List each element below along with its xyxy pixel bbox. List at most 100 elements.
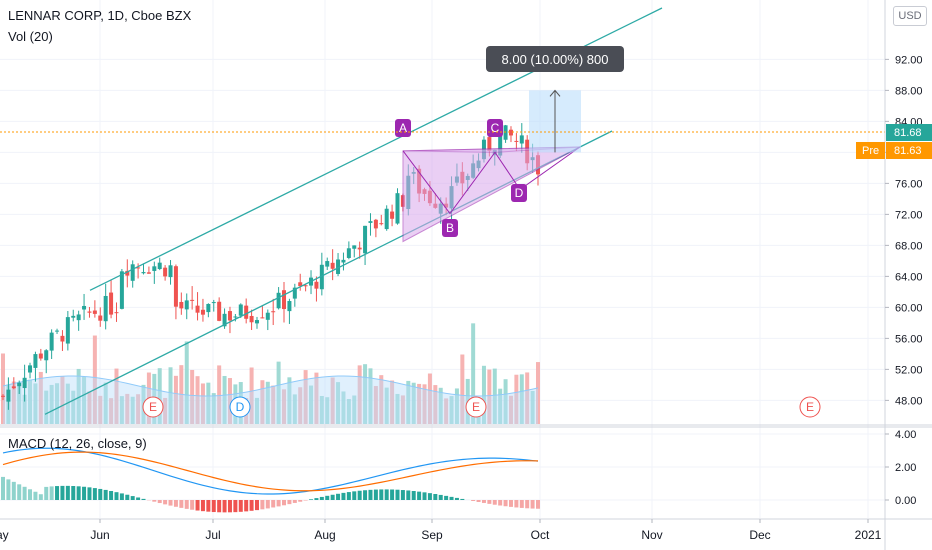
volume-bar [530,390,535,424]
candle-body [173,266,178,307]
price-tick-label: 72.00 [895,209,923,221]
macd-histogram-bar [249,500,254,511]
volume-bar [481,365,486,424]
macd-histogram-bar [481,500,486,503]
macd-histogram-bar [222,500,227,513]
volume-bar [303,370,308,424]
macd-histogram-bar [22,486,27,500]
candle-body [60,335,65,342]
macd-histogram-bar [55,486,60,500]
macd-histogram-bar [38,494,43,500]
macd-histogram-bar [179,500,184,508]
pattern-triangle [402,146,581,243]
macd-histogram-bar [352,491,357,500]
macd-histogram-bar [238,500,243,512]
volume-bar [282,389,287,424]
macd-histogram-bar [233,500,238,513]
candle-body [314,281,319,289]
macd-histogram-bar [514,500,519,508]
volume-bar [330,377,335,424]
axis-labels: 92.0088.0084.0080.0076.0072.0068.0064.00… [0,54,932,542]
candle-body [330,262,335,269]
volume-bar [173,375,178,424]
macd-histogram-bar [444,495,449,500]
candle-body [368,221,373,223]
candle-body [211,302,216,304]
candle-body [87,311,92,313]
volume-bar [76,368,81,424]
candle-body [17,382,22,387]
macd-histogram-bar [28,489,33,500]
macd-histogram-bar [157,500,162,504]
macd-histogram-bar [260,500,265,510]
volume-bar [227,378,232,424]
volume-bar [190,369,195,424]
candle-body [282,290,287,310]
volume-bar [87,391,92,424]
volume-bar [22,394,27,424]
macd-histogram-bar [519,500,524,508]
volume-bar [438,387,443,424]
macd-tick-label: 2.00 [895,462,916,474]
volume-bar [411,382,416,424]
candle-body [217,301,222,321]
x-tick-label: 2021 [855,528,882,542]
price-range-measure[interactable]: 8.00 (10.00%) 800 [0,46,885,153]
candle-body [519,135,524,144]
pattern-label-b: B [446,221,454,235]
macd-histogram-bar [487,500,492,504]
candle-body [222,313,227,327]
macd-indicator-label[interactable]: MACD (12, 26, close, 9) [8,436,147,451]
macd-histogram-bar [282,500,287,506]
volume-bar [276,361,281,424]
pattern-label-c: C [491,121,500,135]
candle-body [276,292,281,309]
volume-bar [487,369,492,424]
candle-body [44,350,49,361]
volume-bar [157,368,162,424]
currency-button[interactable]: USD [893,6,927,26]
volume-bar [33,383,38,424]
volume-bar [336,382,341,424]
candle-body [271,311,276,313]
macd-histogram-bar [390,489,395,500]
macd-histogram-bar [33,491,38,500]
volume-bar [422,384,427,424]
volume-bar [444,398,449,424]
candle-body [200,309,205,315]
candle-body [341,259,346,263]
volume-bar [119,396,124,424]
volume-bar [211,393,216,424]
macd-histogram-bar [314,498,319,500]
volume-bar [265,381,270,424]
candle-body [303,285,308,287]
candle-body [514,140,519,142]
macd-histogram-bar [217,500,222,513]
candle-body [157,262,162,270]
macd-histogram-bar [433,493,438,500]
macd-histogram-bar [508,500,513,507]
macd-histogram-bar [184,500,189,509]
macd-histogram-bar [454,497,459,500]
volume-bar [433,385,438,424]
volume-indicator-label[interactable]: Vol (20) [8,29,53,44]
macd-histogram-bar [195,500,200,511]
macd-histogram-bar [206,500,211,512]
macd-histogram-bar [476,500,481,502]
x-tick-label: Jul [205,528,220,542]
macd-histogram-bar [136,497,141,500]
macd-histogram-bar [276,500,281,507]
candle-body [119,271,124,309]
candle-body [487,137,492,151]
volume-bar [163,397,168,424]
macd-histogram-bar [152,500,157,502]
price-tick-label: 64.00 [895,271,923,283]
macd-histogram-bar [379,489,384,500]
macd-histogram-bar [498,500,503,506]
price-tick-label: 48.00 [895,395,923,407]
macd-panel [1,447,540,513]
candle-body [179,301,184,309]
macd-histogram-bar [373,489,378,500]
